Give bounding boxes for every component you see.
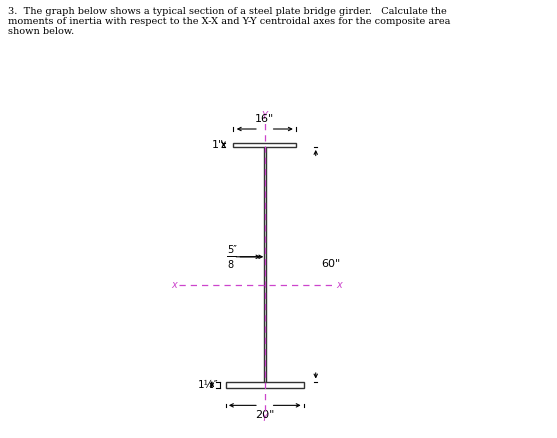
Text: Y: Y	[262, 111, 268, 121]
Bar	[263, 147, 266, 382]
Text: 8: 8	[228, 260, 234, 269]
Bar	[226, 382, 304, 388]
Text: 5″: 5″	[228, 245, 237, 255]
Text: x: x	[172, 279, 177, 290]
Bar	[233, 143, 296, 147]
Text: 20": 20"	[255, 410, 275, 420]
Text: 3.  The graph below shows a typical section of a steel plate bridge girder.   Ca: 3. The graph below shows a typical secti…	[8, 7, 451, 36]
Text: 1": 1"	[212, 140, 224, 150]
Text: 1½″: 1½″	[198, 380, 219, 390]
Text: Y: Y	[262, 413, 268, 423]
Text: 60": 60"	[321, 259, 341, 269]
Text: x: x	[336, 279, 342, 290]
Text: 16": 16"	[255, 114, 275, 124]
